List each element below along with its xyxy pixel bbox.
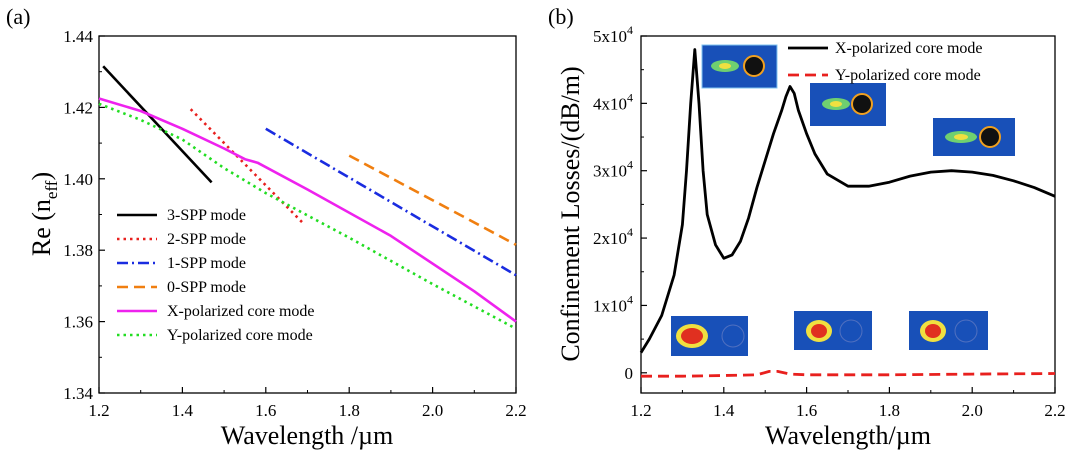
legend-label-x-polarized-core-mode: X-polarized core mode: [835, 40, 982, 57]
x-tick-label: 2.2: [505, 401, 526, 420]
legend-label-2-spp-mode: 2-SPP mode: [167, 231, 246, 248]
legend-label-1-spp-mode: 1-SPP mode: [167, 255, 246, 272]
y-tick-label: 1.34: [63, 384, 93, 403]
y-tick-label: 3x104: [593, 158, 633, 181]
inset-y-mode-1: [671, 316, 748, 356]
series-line-0-spp-mode: [348, 154, 517, 246]
series-line-1-spp-mode: [265, 127, 517, 277]
y-tick-label: 1.36: [63, 313, 93, 332]
y-tick-label: 1.40: [63, 170, 93, 189]
y-axis-title-a-close: ): [27, 172, 56, 181]
x-tick-label: 2.2: [1044, 401, 1065, 420]
inset-y-mode-3: [909, 311, 988, 350]
y-tick-label: 1.44: [63, 27, 93, 46]
legend-label-x-polarized-core-mode: X-polarized core mode: [167, 303, 314, 320]
x-tick-label: 1.6: [796, 401, 817, 420]
x-tick-label: 1.4: [172, 401, 194, 420]
axis-ticks-b: 1.2 1.4 1.6 1.8 2.0 2.2 0 1x104 2x104 3x104 4x104 5…: [593, 23, 1066, 420]
series-line-x-polarized-core-mode: [98, 97, 517, 323]
inset-y-mode-2: [794, 311, 872, 350]
legend-label-0-spp-mode: 0-SPP mode: [167, 279, 246, 296]
inset-x-mode-2: [810, 83, 886, 126]
series-line-y-polarized-core-mode: [641, 369, 1056, 378]
x-tick-label: 2.0: [422, 401, 443, 420]
series-line-x-polarized-core-mode: [639, 48, 1056, 354]
y-axis-title-b: Confinement Losses/(dB/m): [556, 66, 585, 361]
x-tick-label: 2.0: [962, 401, 983, 420]
y-tick-label: 5x104: [593, 23, 633, 46]
inset-x-mode-3: [933, 118, 1015, 156]
series-line-2-spp-mode: [189, 108, 305, 225]
panel-a-label: (a): [6, 4, 30, 29]
legend-a: 3-SPP mode 2-SPP mode 1-SPP mode 0-SPP mode…: [117, 207, 314, 344]
x-tick-label: 1.2: [630, 401, 651, 420]
series-line-y-polarized-core-mode: [98, 102, 517, 330]
x-axis-title-a: Wavelength /µm: [221, 421, 393, 450]
x-tick-label: 1.2: [88, 401, 109, 420]
y-axis-title-a: Re (neff): [27, 172, 61, 256]
x-tick-label: 1.4: [713, 401, 735, 420]
x-tick-label: 1.8: [879, 401, 900, 420]
legend-b: X-polarized core mode Y-polarized core mo…: [788, 40, 982, 84]
x-tick-label: 1.6: [255, 401, 276, 420]
field-profile-insets: [671, 44, 1015, 356]
x-tick-label: 1.8: [339, 401, 360, 420]
axis-ticks-a: 1.2 1.4 1.6 1.8 2.0 2.2 1.34 1.36 1.38 1.40 1.42 1.…: [63, 27, 526, 420]
y-tick-label: 1x104: [593, 292, 633, 315]
series-a: [98, 65, 517, 330]
legend-label-y-polarized-core-mode: Y-polarized core mode: [835, 67, 981, 84]
panel-a: (a) 1.2 1.4 1.6 1.8 2.0 2.21.341.361.381.401.…: [6, 4, 527, 450]
panel-b-label: (b): [548, 4, 574, 29]
legend-label-y-polarized-core-mode: Y-polarized core mode: [167, 327, 313, 344]
y-tick-label: 1.42: [63, 98, 93, 117]
y-axis-title-a-sub: eff: [42, 180, 61, 199]
series-b: [639, 48, 1056, 378]
x-axis-title-b: Wavelength/µm: [765, 421, 931, 450]
inset-x-mode-1: [701, 44, 778, 89]
panel-b: (b): [548, 4, 1066, 450]
y-axis-title-a-main: Re (n: [27, 199, 56, 256]
y-tick-label: 1.38: [63, 241, 93, 260]
y-tick-label: 4x104: [593, 90, 633, 113]
y-tick-label: 0: [625, 364, 634, 383]
series-line-3-spp-mode: [102, 65, 213, 184]
legend-label-3-spp-mode: 3-SPP mode: [167, 207, 246, 224]
y-tick-label: 2x104: [593, 225, 633, 248]
